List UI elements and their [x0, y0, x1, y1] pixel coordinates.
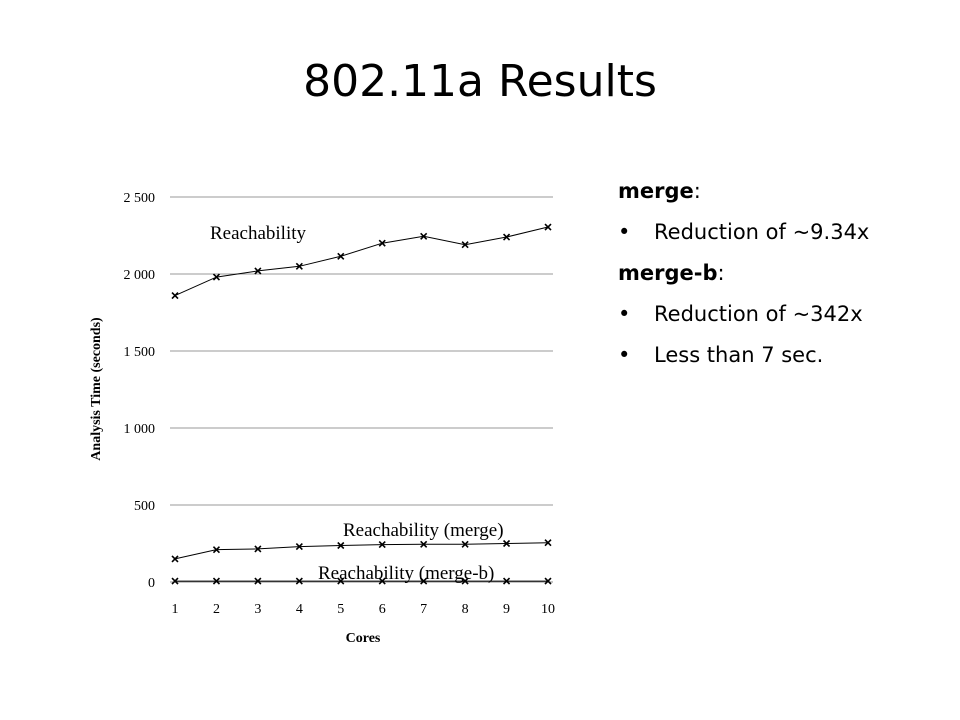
notes-heading: merge-b:	[618, 258, 938, 288]
data-point-marker	[378, 239, 386, 247]
series-line	[174, 226, 549, 297]
data-point-marker	[420, 577, 428, 585]
gridlines	[170, 196, 553, 583]
bullet-icon: •	[618, 343, 631, 367]
y-axis-label: Analysis Time (seconds)	[89, 317, 104, 461]
notes-bullet-text: Reduction of ~9.34x	[654, 220, 870, 244]
data-point-marker	[212, 546, 221, 554]
series-line	[174, 542, 549, 560]
notes-heading-term: merge-b	[618, 261, 718, 285]
notes-bullet-text: Reduction of ~342x	[654, 302, 863, 326]
x-tick-label: 3	[254, 602, 261, 617]
data-point-marker	[337, 541, 345, 550]
data-point-marker	[420, 232, 428, 240]
series-label-reachability: Reachability	[210, 223, 307, 244]
data-point-marker	[171, 291, 179, 300]
data-point-marker	[212, 273, 221, 281]
data-point-marker	[502, 577, 511, 585]
notes-bullet: • Reduction of ~342x	[618, 299, 938, 329]
data-point-marker	[171, 577, 179, 585]
y-tick-label: 1 000	[124, 422, 156, 437]
notes-heading-term: merge	[618, 179, 694, 203]
x-tick-label: 1	[172, 602, 179, 617]
y-tick-label: 0	[148, 576, 155, 591]
notes-panel: merge: • Reduction of ~9.34x merge-b: • Reduc…	[618, 176, 938, 381]
x-tick-label: 9	[503, 602, 510, 617]
series-2	[171, 577, 552, 585]
data-point-marker	[171, 555, 179, 563]
bullet-icon: •	[618, 220, 631, 244]
x-tick-label: 4	[296, 602, 303, 617]
data-point-marker	[254, 267, 262, 275]
tick-labels: 0 500 1 000 1 500 2 000 2 500 1 2 3 4 5 6 7 8 9 10	[124, 191, 556, 617]
notes-heading-colon: :	[693, 179, 701, 203]
data-point-marker	[295, 577, 303, 585]
y-tick-label: 1 500	[124, 345, 156, 360]
data-point-marker	[544, 539, 552, 547]
notes-bullet: • Less than 7 sec.	[618, 340, 938, 370]
x-tick-label: 2	[213, 602, 220, 617]
notes-bullet-list: • Reduction of ~9.34x	[618, 217, 938, 247]
data-point-marker	[544, 577, 552, 585]
notes-bullet: • Reduction of ~9.34x	[618, 217, 938, 247]
notes-bullet-list: • Reduction of ~342x • Less than 7 sec.	[618, 299, 938, 370]
series-label-reachability-merge-b: Reachability (merge-b)	[318, 563, 494, 584]
data-point-marker	[378, 541, 386, 549]
y-tick-label: 2 000	[124, 268, 156, 283]
data-point-marker	[461, 241, 469, 249]
x-tick-label: 8	[462, 602, 469, 617]
data-point-marker	[254, 577, 262, 585]
notes-heading: merge:	[618, 176, 938, 206]
data-point-marker	[337, 577, 345, 585]
x-tick-label: 7	[420, 602, 427, 617]
y-tick-label: 500	[134, 499, 155, 514]
data-point-marker	[378, 577, 386, 585]
data-point-marker	[420, 540, 428, 548]
series-lines	[171, 223, 552, 585]
x-tick-label: 6	[379, 602, 386, 617]
series-1	[171, 539, 552, 563]
data-point-marker	[461, 540, 469, 548]
notes-bullet-text: Less than 7 sec.	[654, 343, 824, 367]
line-chart: 0 500 1 000 1 500 2 000 2 500 1 2 3 4 5 6 7 8 9 10 Core…	[89, 191, 556, 646]
data-point-marker	[337, 252, 345, 260]
data-point-marker	[212, 577, 221, 585]
data-point-marker	[254, 545, 262, 553]
data-point-marker	[502, 233, 511, 241]
data-point-marker	[461, 577, 469, 585]
x-tick-label: 5	[337, 602, 344, 617]
data-point-marker	[544, 223, 552, 231]
notes-heading-colon: :	[717, 261, 725, 285]
slide-title: 802.11a Results	[303, 56, 657, 107]
series-0	[171, 223, 552, 300]
data-point-marker	[295, 262, 303, 270]
data-point-marker	[502, 539, 511, 548]
series-label-reachability-merge: Reachability (merge)	[343, 520, 504, 541]
x-tick-label: 10	[541, 602, 555, 617]
data-point-marker	[295, 543, 303, 551]
y-tick-label: 2 500	[124, 191, 156, 206]
bullet-icon: •	[618, 302, 631, 326]
x-axis-label: Cores	[346, 631, 381, 646]
